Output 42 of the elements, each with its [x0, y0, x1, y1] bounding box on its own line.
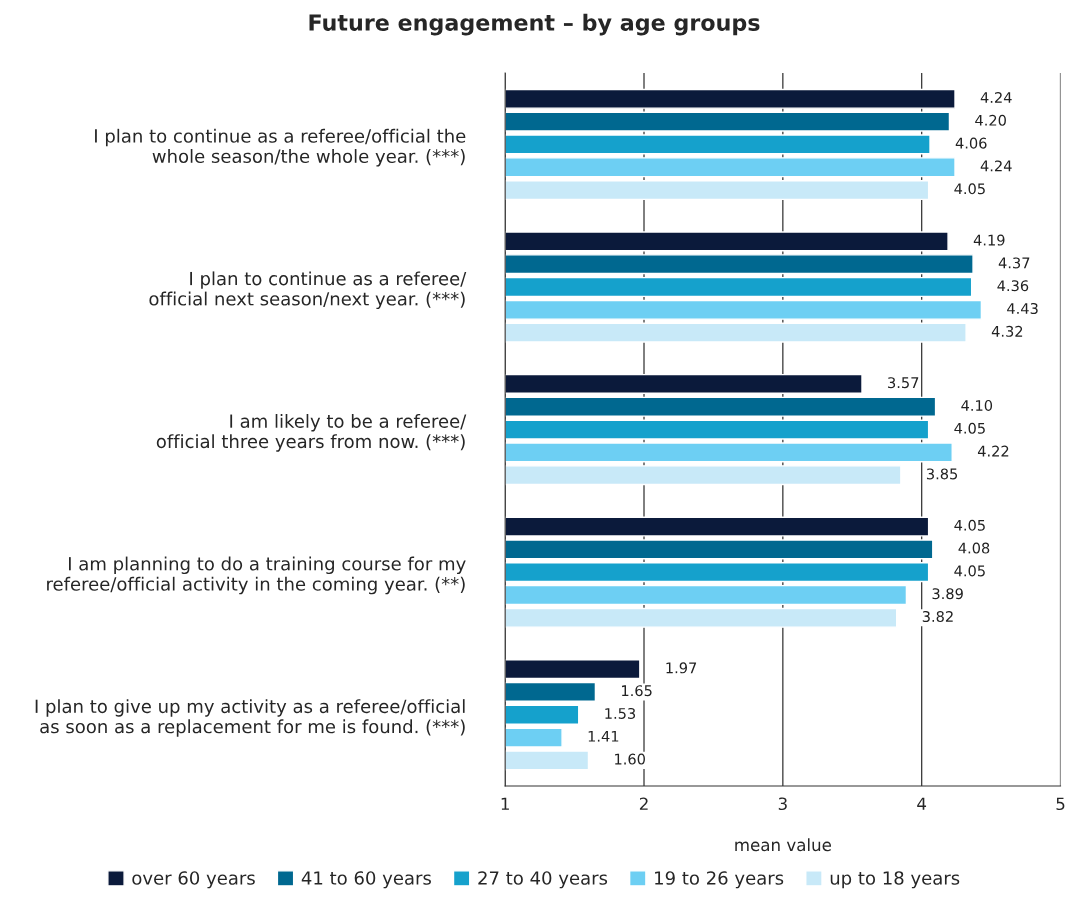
chart-title: Future engagement – by age groups	[309, 13, 760, 36]
y-tick-label: I plan to continue as a referee/ official next season/next year. (***)	[149, 271, 467, 310]
data-label: 3.82	[922, 610, 953, 623]
x-axis-title: mean value	[735, 838, 831, 852]
data-label: 4.05	[954, 422, 985, 434]
x-tick-label: 4	[917, 797, 927, 810]
legend-label: 41 to 60 years	[301, 871, 431, 889]
legend-label: 19 to 26 years	[655, 871, 784, 889]
data-label: 4.08	[958, 542, 990, 554]
x-tick-label: 2	[639, 797, 648, 810]
x-tick-label: 3	[778, 797, 787, 811]
data-label: 4.24	[980, 160, 1012, 172]
data-label: 4.24	[980, 91, 1012, 103]
y-tick-label: I am planning to do a training course for my referee/official activity in the coming year. (**)	[47, 556, 466, 595]
data-label: 1.97	[666, 662, 697, 674]
y-tick-label: I am likely to be a referee/ official three years from now. (***)	[156, 413, 467, 452]
legend-label: 27 to 40 years	[478, 871, 608, 889]
data-label: 3.57	[888, 377, 919, 389]
data-label: 4.05	[954, 565, 985, 577]
x-tick-label: 5	[1056, 797, 1065, 811]
legend-label: over 60 years	[132, 871, 255, 889]
data-label: 3.89	[932, 588, 963, 600]
data-label: 4.22	[977, 445, 1009, 457]
data-label: 1.41	[588, 730, 619, 742]
data-label: 4.10	[961, 399, 993, 411]
y-tick-label: I plan to continue as a referee/official the whole season/the whole year. (***)	[95, 128, 466, 167]
data-label: 1.60	[615, 753, 645, 765]
x-tick-label: 1	[501, 797, 509, 810]
data-label: 1.65	[622, 685, 652, 697]
data-label: 3.85	[926, 468, 958, 480]
data-label: 4.06	[955, 137, 987, 149]
data-label: 4.36	[997, 280, 1029, 292]
data-label: 4.43	[1007, 303, 1038, 315]
data-label: 4.19	[973, 234, 1005, 246]
data-label: 4.05	[954, 183, 985, 195]
y-tick-label: I plan to give up my activity as a referee/official as soon as a replacement for me is found. (***)	[35, 699, 465, 737]
data-label: 4.37	[998, 257, 1030, 269]
data-label: 1.53	[605, 707, 636, 719]
legend-label: up to 18 years	[830, 871, 960, 889]
data-label: 4.20	[975, 114, 1006, 126]
data-label: 4.32	[991, 325, 1023, 337]
data-label: 4.05	[954, 519, 985, 531]
